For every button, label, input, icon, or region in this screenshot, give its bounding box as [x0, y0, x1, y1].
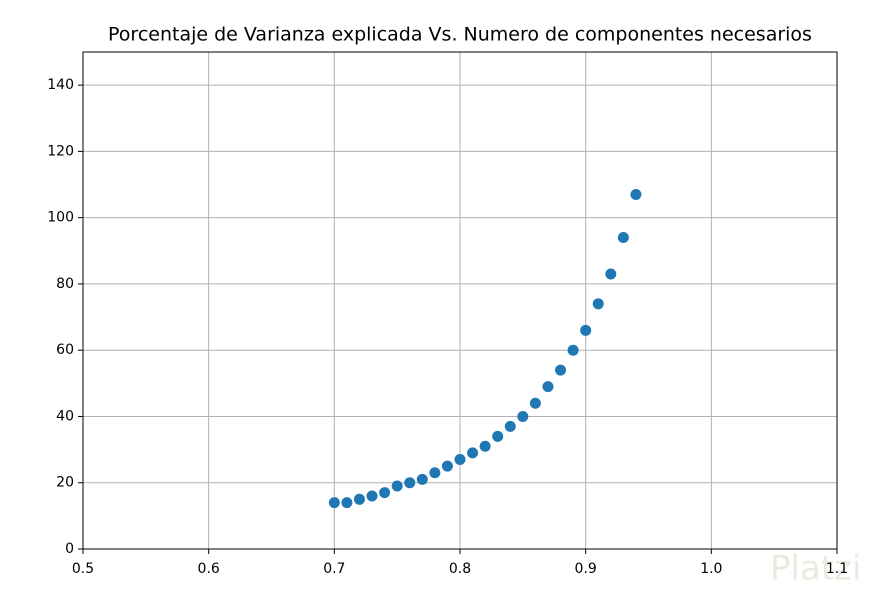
point	[353, 493, 365, 505]
point	[542, 381, 554, 393]
point	[555, 364, 567, 376]
point	[341, 497, 353, 509]
point	[416, 473, 428, 485]
point	[366, 490, 378, 502]
point	[404, 477, 416, 489]
x-tick-label: 1.1	[826, 561, 848, 577]
point	[479, 440, 491, 452]
point	[328, 497, 340, 509]
point	[517, 410, 529, 422]
point	[504, 420, 516, 432]
point	[592, 298, 604, 310]
point	[454, 454, 466, 466]
y-tick-label: 20	[56, 475, 74, 491]
chart-title: Porcentaje de Varianza explicada Vs. Num…	[108, 24, 812, 46]
y-tick-label: 140	[47, 77, 74, 93]
y-tick-label: 100	[47, 210, 74, 226]
x-tick-label: 0.6	[198, 561, 220, 577]
point	[580, 324, 592, 336]
point	[630, 188, 642, 200]
point	[429, 467, 441, 479]
y-tick-label: 80	[56, 276, 74, 292]
x-tick-label: 0.9	[575, 561, 597, 577]
point	[379, 487, 391, 499]
x-tick-label: 0.8	[449, 561, 471, 577]
plot-frame	[82, 51, 838, 550]
y-tick-label: 120	[47, 143, 74, 159]
y-tick-label: 60	[56, 342, 74, 358]
point	[492, 430, 504, 442]
x-tick-label: 0.5	[72, 561, 94, 577]
point	[529, 397, 541, 409]
y-tick-label: 40	[56, 408, 74, 424]
point	[467, 447, 479, 459]
point	[567, 344, 579, 356]
watermark: Platzi	[770, 549, 861, 589]
y-tick-label: 0	[65, 541, 74, 557]
x-tick-label: 1.0	[700, 561, 722, 577]
x-tick-label: 0.7	[323, 561, 345, 577]
point	[617, 232, 629, 244]
point	[441, 460, 453, 472]
point	[391, 480, 403, 492]
point	[605, 268, 617, 280]
